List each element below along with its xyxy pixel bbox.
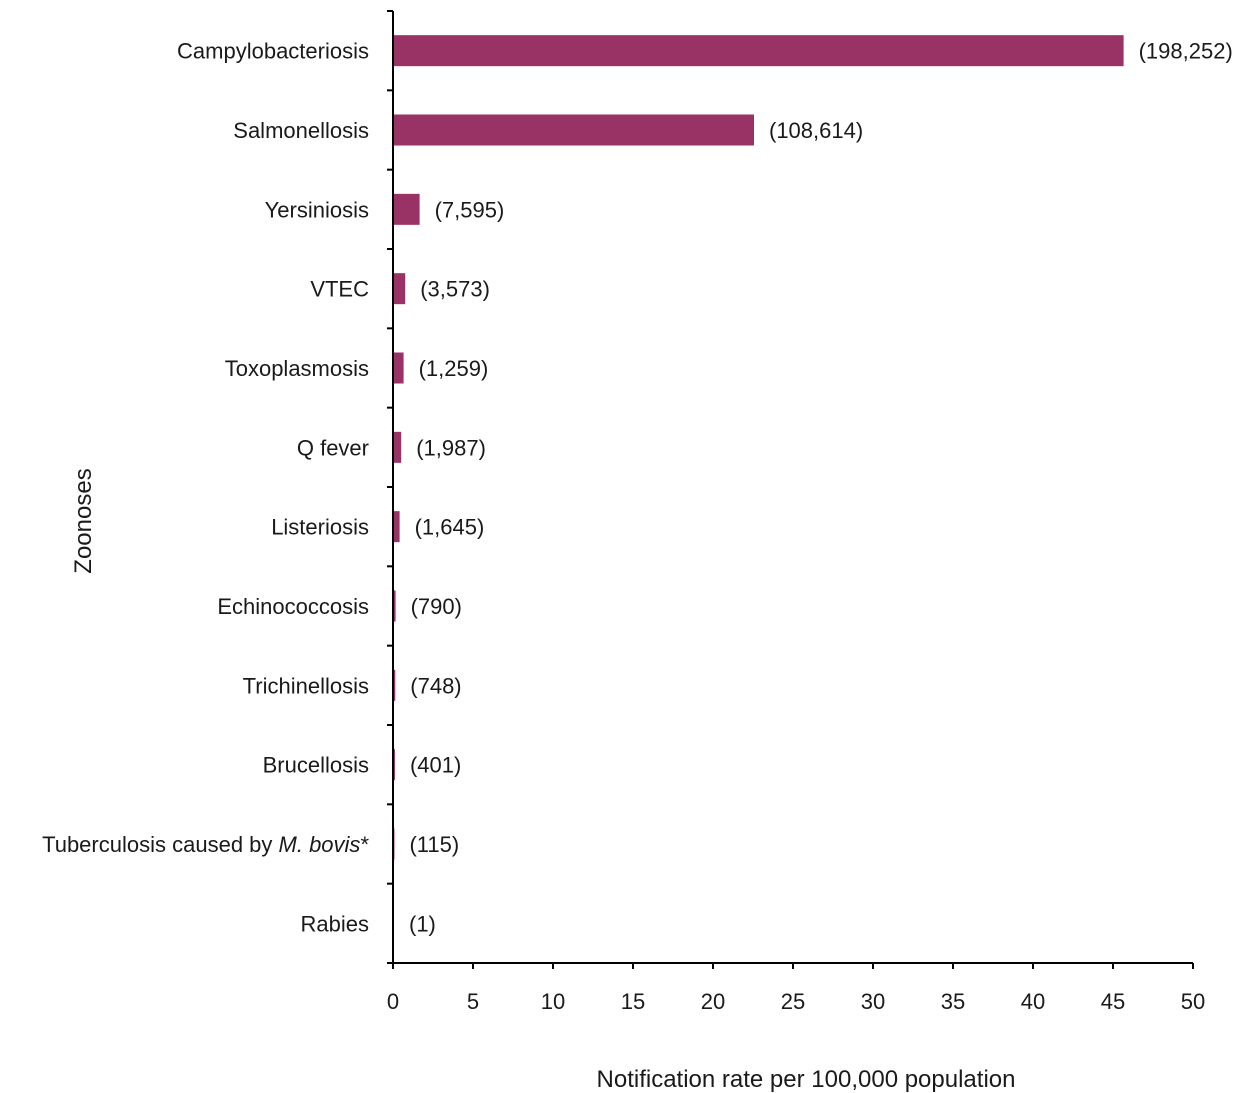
category-label: Tuberculosis caused by M. bovis* bbox=[42, 832, 369, 857]
data-label: (1,259) bbox=[419, 356, 489, 381]
category-label: Toxoplasmosis bbox=[225, 356, 369, 381]
bar bbox=[394, 193, 420, 225]
data-label: (1,987) bbox=[416, 435, 486, 460]
category-label: Yersiniosis bbox=[265, 197, 369, 222]
data-label: (115) bbox=[409, 832, 459, 857]
category-label: Salmonellosis bbox=[233, 118, 369, 143]
bar bbox=[394, 431, 402, 463]
data-label: (198,252) bbox=[1139, 39, 1233, 64]
x-tick-label: 35 bbox=[941, 989, 965, 1014]
x-tick-label: 0 bbox=[387, 989, 399, 1014]
data-label: (748) bbox=[410, 673, 461, 698]
x-tick-label: 20 bbox=[701, 989, 725, 1014]
x-tick-label: 25 bbox=[781, 989, 805, 1014]
bar bbox=[394, 749, 395, 781]
x-tick-label: 10 bbox=[541, 989, 565, 1014]
category-label: Listeriosis bbox=[271, 515, 369, 540]
x-tick-label: 50 bbox=[1181, 989, 1205, 1014]
bar bbox=[394, 669, 396, 701]
x-tick-label: 5 bbox=[467, 989, 479, 1014]
category-labels-group: Campylobacteriosis Salmonellosis Yersinios… bbox=[42, 39, 369, 937]
bar bbox=[394, 35, 1124, 67]
ticks-group: 0 5 10 15 20 25 30 35 40 45 50 bbox=[387, 10, 1205, 1014]
data-label: (108,614) bbox=[769, 118, 863, 143]
axes-group bbox=[392, 11, 1193, 964]
bar bbox=[394, 273, 406, 305]
category-label: Q fever bbox=[297, 435, 369, 460]
bar bbox=[394, 352, 404, 384]
x-tick-label: 40 bbox=[1021, 989, 1045, 1014]
x-tick-label: 45 bbox=[1101, 989, 1125, 1014]
bar bbox=[394, 114, 754, 146]
x-tick-label: 30 bbox=[861, 989, 885, 1014]
category-label: VTEC bbox=[310, 277, 369, 302]
x-axis-title: Notification rate per 100,000 population bbox=[597, 1066, 1016, 1093]
y-axis-title: Zoonoses bbox=[70, 468, 97, 573]
category-label: Brucellosis bbox=[263, 753, 369, 778]
data-label: (7,595) bbox=[435, 197, 505, 222]
data-labels-group: (198,252) (108,614) (7,595) (3,573) (1,259) (… bbox=[409, 39, 1233, 937]
category-label: Echinococcosis bbox=[217, 594, 369, 619]
data-label: (401) bbox=[410, 753, 461, 778]
data-label: (790) bbox=[411, 594, 462, 619]
x-tick-label: 15 bbox=[621, 989, 645, 1014]
bar bbox=[394, 511, 400, 543]
bars-group bbox=[394, 35, 1124, 860]
bar bbox=[394, 590, 396, 622]
category-label: Trichinellosis bbox=[243, 673, 369, 698]
data-label: (1) bbox=[409, 911, 436, 936]
data-label: (3,573) bbox=[420, 277, 490, 302]
data-label: (1,645) bbox=[415, 515, 485, 540]
category-label: Rabies bbox=[301, 911, 369, 936]
category-label: Campylobacteriosis bbox=[177, 39, 369, 64]
